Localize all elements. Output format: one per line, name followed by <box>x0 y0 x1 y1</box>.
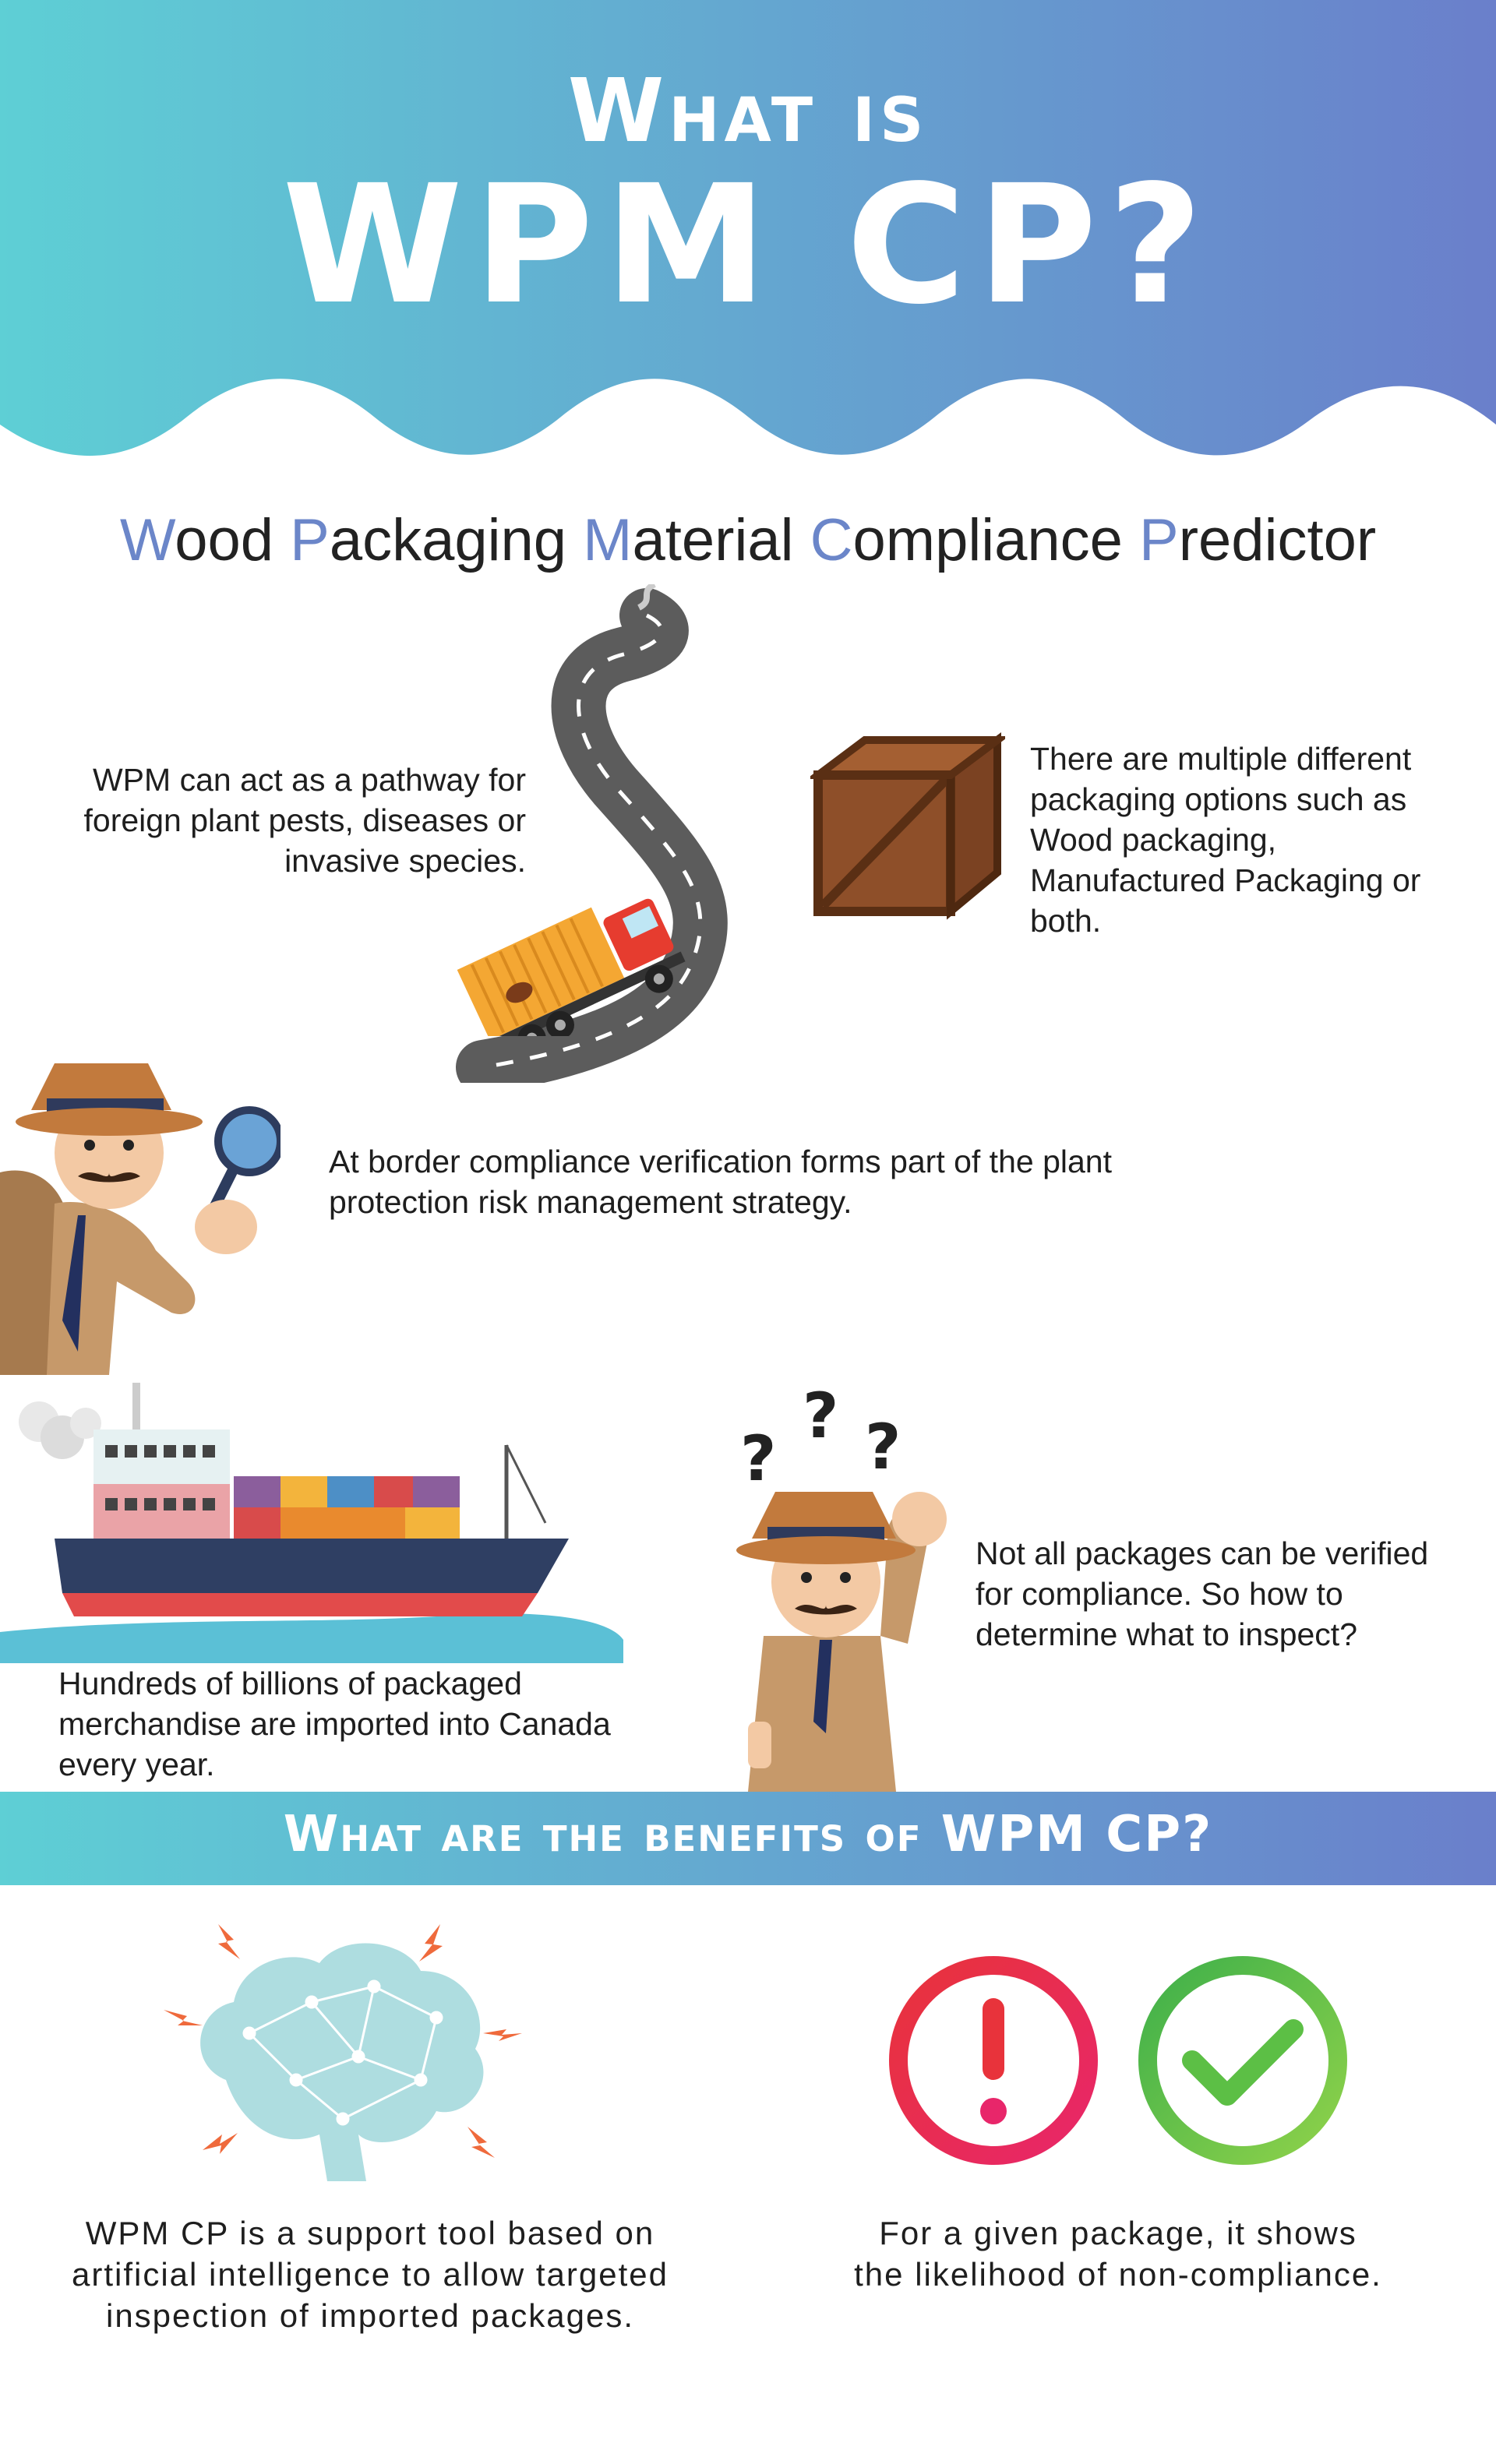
subtitle-initial: P <box>290 507 330 573</box>
question-mark-icon: ? ? ? <box>740 1380 901 1495</box>
subtitle-word-rest: ood <box>175 507 291 573</box>
ai-brain-icon <box>164 1924 522 2181</box>
header-banner <box>0 0 1496 456</box>
border-text: At border compliance verification forms … <box>329 1144 1112 1220</box>
detective-icon <box>736 1492 947 1792</box>
title-line-2: WPM CP? <box>282 150 1214 340</box>
truck-icon <box>457 898 686 1036</box>
subtitle-initial: C <box>810 507 853 573</box>
wooden-crate-icon <box>810 732 1005 920</box>
winding-road-icon <box>456 584 728 1083</box>
subtitle-word-rest: ompliance <box>852 507 1140 573</box>
subtitle-word-rest: aterial <box>632 507 810 573</box>
pathway-text: WPM can act as a pathway for foreign pla… <box>83 762 527 879</box>
subtitle: Wood Packaging Material Compliance Predi… <box>0 506 1496 574</box>
exclamation-alert-icon <box>889 1956 1098 2165</box>
tool-text: WPM CP is a support tool based on artifi… <box>71 2215 669 2334</box>
subtitle-initial: M <box>583 507 633 573</box>
subtitle-word-rest: ackaging <box>329 507 584 573</box>
cargo-ship-icon <box>0 1383 623 1663</box>
svg-text:?: ? <box>740 1422 776 1495</box>
checkmark-icon <box>1138 1956 1347 2165</box>
inspect-text: Not all packages can be verified for com… <box>976 1535 1429 1652</box>
imports-text: Hundreds of billions of packaged merchan… <box>58 1666 611 1782</box>
likelihood-text: For a given package, it shows the likeli… <box>854 2215 1382 2293</box>
subtitle-initial: P <box>1139 507 1179 573</box>
subtitle-word-rest: redictor <box>1178 507 1377 573</box>
svg-text:?: ? <box>865 1411 901 1483</box>
detective-icon <box>0 1063 280 1375</box>
title-line-1: What is <box>567 61 929 162</box>
subtitle-initial: W <box>119 507 175 573</box>
benefits-banner <box>0 1792 1496 1885</box>
svg-text:?: ? <box>803 1380 838 1452</box>
packaging-text: There are multiple different packaging o… <box>1030 741 1421 939</box>
benefits-title: What are the benefits of WPM CP? <box>283 1806 1213 1863</box>
